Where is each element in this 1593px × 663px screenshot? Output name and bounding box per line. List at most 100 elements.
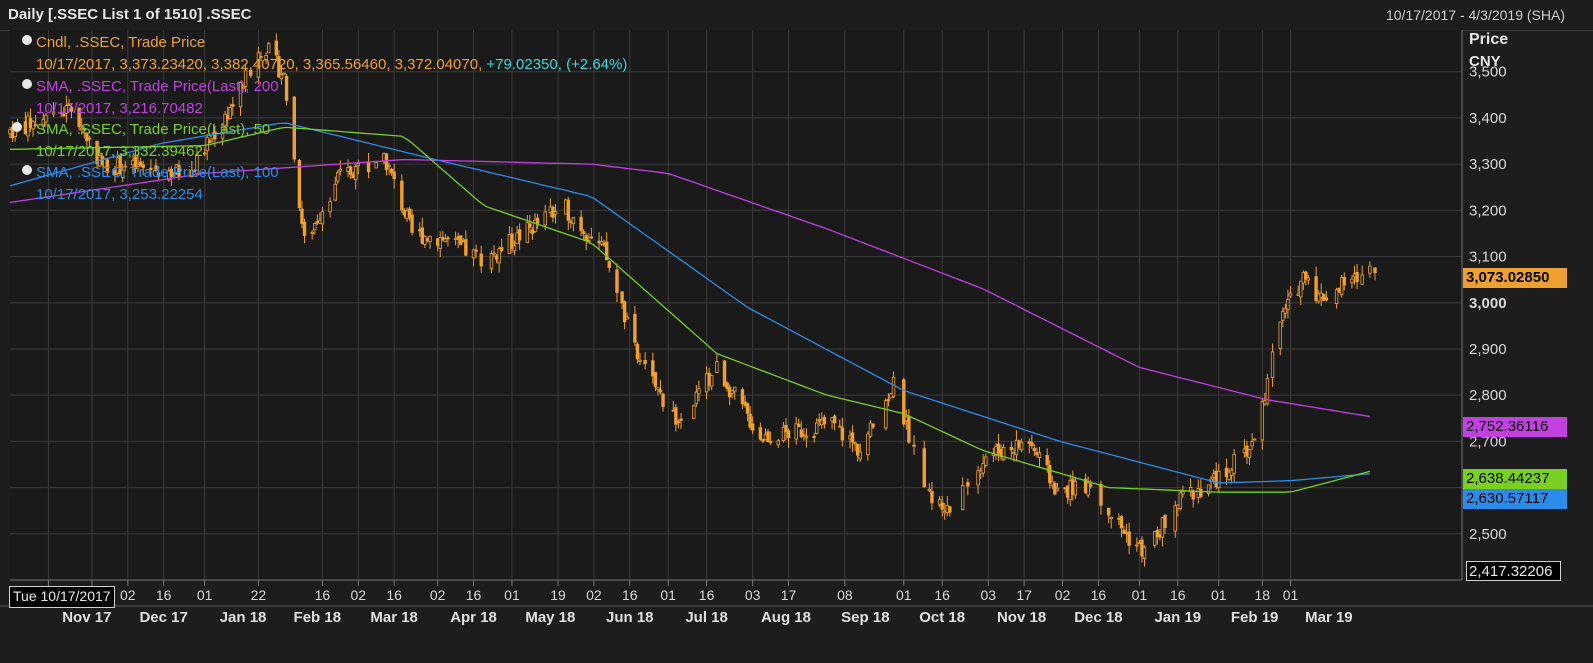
candle-body	[400, 180, 404, 211]
candle-body	[761, 438, 765, 442]
legend-toggle-icon[interactable]	[22, 165, 32, 175]
x-month-label: Jul 18	[685, 609, 728, 626]
candle-body	[64, 105, 69, 114]
candle-body	[446, 237, 450, 240]
candle-body	[1178, 492, 1183, 509]
x-day-label: 16	[1091, 587, 1107, 603]
x-month-label: Aug 18	[761, 609, 811, 626]
candle-body	[190, 169, 194, 177]
candle-body	[497, 248, 501, 264]
candle-body	[1368, 265, 1372, 274]
x-month-label: Jan 18	[220, 609, 267, 626]
legend-toggle-icon[interactable]	[22, 35, 32, 45]
candle-body	[356, 163, 360, 167]
candle-body	[1340, 277, 1344, 295]
x-month-label: Nov 18	[997, 609, 1046, 626]
cursor-date-label: Tue 10/17/2017	[9, 586, 115, 608]
legend-toggle-icon[interactable]	[22, 79, 32, 89]
candle-body	[259, 56, 263, 58]
candle-body	[302, 221, 307, 236]
x-day-label: 08	[837, 587, 853, 603]
candle-body	[858, 451, 862, 460]
candle-body	[282, 72, 286, 75]
candle-body	[866, 433, 870, 456]
candle-body	[428, 235, 432, 243]
candle-body	[651, 360, 655, 377]
candle-body	[333, 183, 337, 201]
candle-body	[1188, 487, 1193, 493]
date-range: 10/17/2017 - 4/3/2019 (SHA)	[1385, 7, 1565, 23]
x-day-label: 03	[981, 587, 997, 603]
candle-body	[1334, 289, 1339, 304]
candle-body	[976, 470, 980, 486]
candle-body	[692, 404, 696, 420]
candle-body	[59, 111, 63, 114]
candle-body	[802, 434, 806, 437]
candle-body	[525, 222, 530, 243]
candle-body	[566, 199, 570, 221]
x-day-label: 16	[466, 587, 482, 603]
candle-body	[1270, 351, 1275, 378]
candle-body	[1355, 271, 1359, 282]
candle-body	[228, 107, 232, 119]
legend-toggle-icon[interactable]	[12, 122, 22, 132]
candle-body	[832, 415, 837, 424]
candle-body	[87, 137, 92, 140]
candle-body	[1360, 274, 1364, 285]
candle-body	[605, 241, 609, 261]
candle-body	[213, 131, 217, 140]
candle-body	[517, 229, 522, 241]
legend-values-text: 10/17/2017, 3,216.70482	[36, 100, 203, 117]
candle-body	[607, 261, 611, 268]
x-day-label: 16	[156, 587, 172, 603]
sma50-line	[9, 126, 1371, 493]
candle-body	[776, 440, 780, 446]
candle-body	[474, 249, 478, 252]
candle-body	[674, 407, 678, 425]
legend-series-values: 10/17/2017, 3,216.70482	[36, 100, 203, 117]
candle-body	[202, 152, 207, 155]
candle-body	[868, 422, 873, 437]
candle-body	[1283, 307, 1288, 314]
candle-body	[354, 166, 358, 181]
x-day-label: 01	[1132, 587, 1148, 603]
candle-body	[479, 253, 483, 267]
candle-body	[67, 104, 71, 106]
candle-body	[407, 208, 412, 218]
y-tick-label: 3,400	[1469, 110, 1507, 127]
x-month-label: Feb 19	[1231, 609, 1279, 626]
candle-body	[387, 165, 391, 168]
candle-body	[489, 253, 494, 270]
y-tick-label: 3,000	[1469, 295, 1507, 312]
candle-body	[1199, 488, 1203, 497]
candle-body	[615, 269, 619, 293]
x-month-label: Nov 17	[62, 609, 111, 626]
legend-change-text: +79.02350, (+2.64%)	[486, 56, 628, 73]
candle-body	[725, 382, 729, 389]
candle-body	[653, 371, 658, 387]
candle-body	[1099, 483, 1103, 506]
candle-body	[745, 403, 750, 414]
candle-body	[1153, 531, 1157, 546]
candles	[8, 33, 1377, 567]
candle-body	[249, 69, 253, 76]
candle-body	[579, 216, 583, 232]
candle-body	[438, 237, 442, 249]
candle-body	[927, 488, 932, 491]
candle-body	[1227, 471, 1231, 481]
y-tick-label: 3,200	[1469, 202, 1507, 219]
candle-body	[410, 214, 414, 233]
legend-series-name: SMA, .SSEC, Trade Price(Last), 100	[36, 164, 279, 181]
candle-body	[1281, 311, 1285, 321]
title-bar: Daily [.SSEC List 1 of 1510] .SSEC 10/17…	[0, 0, 1593, 31]
candle-body	[1316, 293, 1321, 302]
candle-body	[1163, 515, 1167, 529]
candle-body	[464, 239, 468, 256]
x-day-label: 19	[550, 587, 566, 603]
y-tick-label: 2,500	[1469, 526, 1507, 543]
candle-body	[996, 443, 1001, 454]
candle-body	[766, 431, 770, 443]
candle-body	[1135, 544, 1139, 547]
candle-body	[797, 423, 801, 427]
